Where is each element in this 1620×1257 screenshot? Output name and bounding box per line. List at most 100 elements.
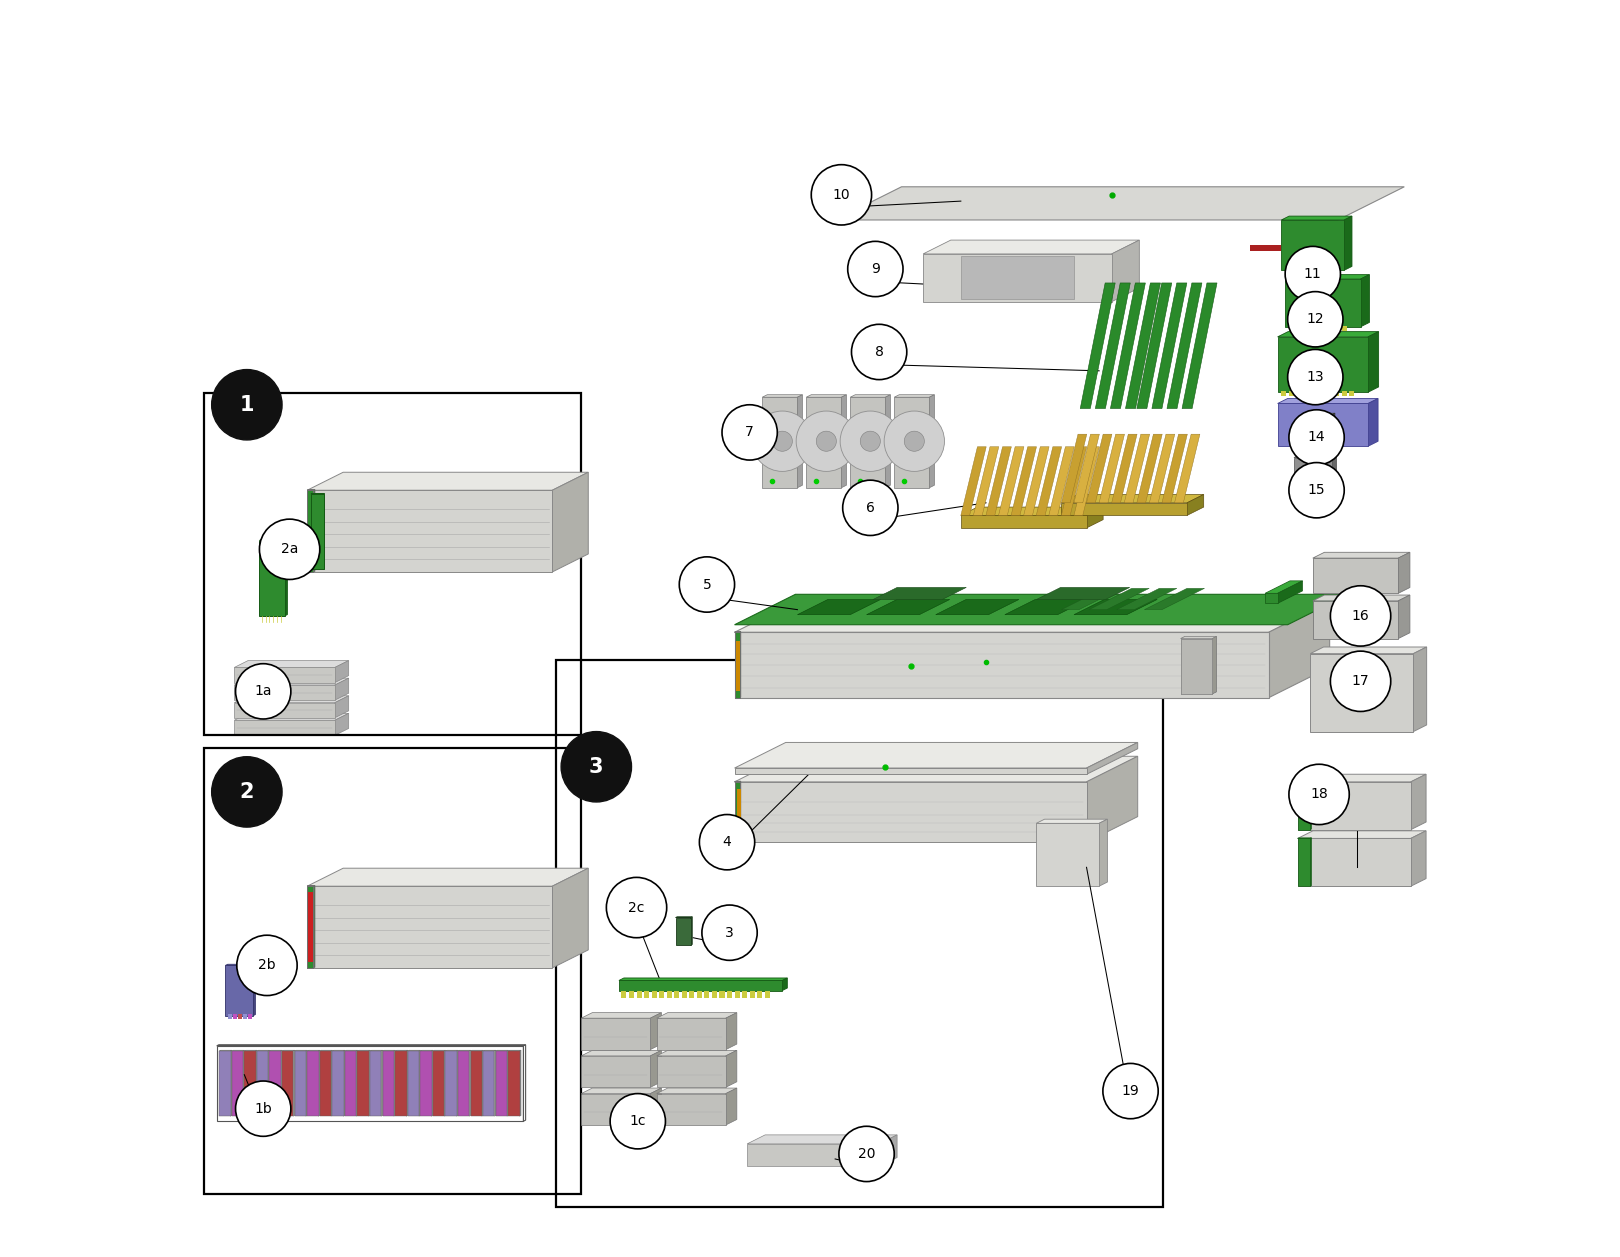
Polygon shape bbox=[235, 714, 348, 720]
Bar bbox=[667, 991, 672, 998]
Circle shape bbox=[259, 519, 319, 579]
Bar bbox=[719, 991, 724, 998]
Polygon shape bbox=[1311, 654, 1413, 732]
Bar bbox=[1349, 391, 1354, 396]
Polygon shape bbox=[235, 696, 348, 703]
Text: 12: 12 bbox=[1306, 312, 1324, 327]
Circle shape bbox=[1288, 349, 1343, 405]
Polygon shape bbox=[582, 1094, 650, 1125]
Bar bbox=[1341, 326, 1346, 331]
Circle shape bbox=[606, 877, 667, 938]
Bar bbox=[1341, 391, 1346, 396]
Polygon shape bbox=[763, 397, 797, 488]
Bar bbox=[622, 991, 627, 998]
Polygon shape bbox=[1081, 283, 1115, 409]
Circle shape bbox=[841, 411, 901, 471]
Bar bbox=[742, 991, 747, 998]
Polygon shape bbox=[1181, 639, 1212, 694]
Bar bbox=[233, 1014, 237, 1019]
Bar bbox=[308, 892, 314, 962]
Circle shape bbox=[1290, 410, 1345, 465]
Polygon shape bbox=[930, 395, 935, 488]
Polygon shape bbox=[1074, 600, 1157, 615]
Bar bbox=[727, 991, 732, 998]
Polygon shape bbox=[1181, 639, 1212, 694]
Polygon shape bbox=[1181, 636, 1217, 639]
Polygon shape bbox=[656, 1018, 726, 1050]
Polygon shape bbox=[650, 1089, 661, 1125]
Text: 7: 7 bbox=[745, 425, 753, 440]
Bar bbox=[682, 991, 687, 998]
Polygon shape bbox=[509, 1051, 520, 1116]
Circle shape bbox=[1330, 586, 1390, 646]
Polygon shape bbox=[1312, 601, 1398, 639]
Polygon shape bbox=[1061, 588, 1121, 610]
Polygon shape bbox=[1369, 398, 1379, 446]
Text: 13: 13 bbox=[1306, 370, 1324, 385]
Polygon shape bbox=[253, 964, 256, 1016]
Polygon shape bbox=[1144, 588, 1205, 610]
Polygon shape bbox=[470, 1051, 481, 1116]
Bar bbox=[556, 660, 1163, 1207]
Text: 2c: 2c bbox=[629, 900, 645, 915]
Circle shape bbox=[212, 757, 282, 827]
Circle shape bbox=[847, 241, 902, 297]
Polygon shape bbox=[936, 600, 1019, 615]
Text: 11: 11 bbox=[1304, 266, 1322, 282]
Polygon shape bbox=[1074, 446, 1100, 515]
Circle shape bbox=[700, 815, 755, 870]
Bar bbox=[750, 991, 755, 998]
Bar bbox=[204, 393, 582, 735]
Bar bbox=[1319, 391, 1324, 396]
Polygon shape bbox=[269, 1051, 280, 1116]
Polygon shape bbox=[311, 494, 324, 569]
Polygon shape bbox=[1098, 820, 1108, 886]
Polygon shape bbox=[496, 1051, 507, 1116]
Polygon shape bbox=[656, 1051, 737, 1056]
Polygon shape bbox=[1265, 593, 1278, 603]
Polygon shape bbox=[961, 507, 1103, 515]
Polygon shape bbox=[1087, 434, 1111, 503]
Polygon shape bbox=[1126, 283, 1160, 409]
Polygon shape bbox=[807, 395, 846, 397]
Polygon shape bbox=[232, 1051, 243, 1116]
Polygon shape bbox=[308, 490, 314, 572]
Polygon shape bbox=[1181, 636, 1217, 639]
Polygon shape bbox=[1137, 434, 1162, 503]
Polygon shape bbox=[873, 587, 966, 600]
Polygon shape bbox=[335, 661, 348, 683]
Polygon shape bbox=[1361, 274, 1369, 327]
Polygon shape bbox=[335, 679, 348, 700]
Circle shape bbox=[1103, 1063, 1158, 1119]
Polygon shape bbox=[1312, 558, 1398, 593]
Polygon shape bbox=[552, 869, 588, 968]
Polygon shape bbox=[1212, 636, 1217, 694]
Circle shape bbox=[773, 431, 792, 451]
Polygon shape bbox=[619, 980, 782, 991]
Polygon shape bbox=[1174, 434, 1200, 503]
Polygon shape bbox=[1312, 595, 1409, 601]
Polygon shape bbox=[726, 1051, 737, 1087]
Polygon shape bbox=[1095, 283, 1131, 409]
Circle shape bbox=[1288, 292, 1343, 347]
Polygon shape bbox=[734, 782, 1087, 842]
Polygon shape bbox=[807, 397, 841, 488]
Polygon shape bbox=[1061, 494, 1204, 503]
Circle shape bbox=[237, 935, 296, 996]
Text: 2a: 2a bbox=[280, 542, 298, 557]
Polygon shape bbox=[1285, 279, 1361, 327]
Polygon shape bbox=[1413, 647, 1427, 732]
Text: 2b: 2b bbox=[258, 958, 275, 973]
Text: 10: 10 bbox=[833, 187, 851, 202]
Polygon shape bbox=[734, 757, 1137, 782]
Polygon shape bbox=[656, 1013, 737, 1018]
Polygon shape bbox=[894, 395, 935, 397]
Polygon shape bbox=[923, 240, 1139, 254]
Text: 1b: 1b bbox=[254, 1101, 272, 1116]
Circle shape bbox=[212, 370, 282, 440]
Polygon shape bbox=[782, 978, 787, 991]
Polygon shape bbox=[582, 1089, 661, 1094]
Text: 3: 3 bbox=[590, 757, 604, 777]
Bar bbox=[651, 991, 656, 998]
Polygon shape bbox=[1332, 455, 1336, 480]
